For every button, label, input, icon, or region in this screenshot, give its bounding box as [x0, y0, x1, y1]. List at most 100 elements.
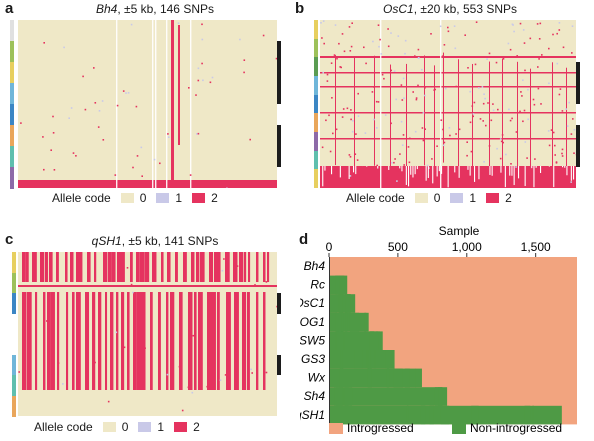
heatmap-cell — [540, 103, 542, 105]
gene-label-Rc: Rc — [310, 278, 325, 292]
heatmap-column-block — [171, 20, 174, 188]
population-segment — [12, 313, 16, 335]
non-introgressed-fragment — [438, 387, 448, 406]
heatmap-column-block — [130, 252, 133, 282]
heatmap-cell — [566, 125, 569, 127]
legend-swatch-1 — [156, 193, 170, 203]
heatmap-cell — [254, 284, 256, 286]
non-introgressed-fragment — [429, 405, 434, 425]
heatmap-cell — [538, 58, 540, 60]
population-segment — [277, 167, 281, 189]
non-introgressed-block-Sh4 — [329, 387, 442, 406]
population-segment — [277, 125, 281, 147]
heatmap-column-block — [196, 252, 200, 282]
heatmap-cell — [519, 180, 521, 183]
legend-code-1: 1 — [157, 420, 165, 434]
heatmap-cell — [387, 45, 390, 48]
population-segment — [314, 113, 318, 133]
population-segment — [277, 354, 281, 376]
heatmap-stripe — [531, 166, 533, 169]
heatmap-cell — [424, 94, 426, 97]
heatmap-column-block — [152, 252, 157, 282]
heatmap-cell — [217, 331, 220, 333]
legend-swatch-0 — [120, 193, 134, 203]
heatmap-cell — [534, 158, 536, 160]
heatmap-column-block — [248, 252, 251, 282]
heatmap-column-block — [116, 292, 119, 390]
legend-code-2: 2 — [193, 420, 200, 434]
heatmap-cell — [42, 136, 44, 138]
heatmap-stripe — [518, 166, 520, 179]
heatmap-stripe — [467, 166, 469, 170]
heatmap-cell — [365, 62, 367, 65]
heatmap-cell — [386, 177, 388, 179]
heatmap-cell — [393, 161, 395, 164]
heatmap-cell — [523, 42, 526, 44]
heatmap-cell — [561, 110, 564, 112]
population-segment — [10, 62, 14, 84]
heatmap-stripe — [348, 166, 350, 179]
heatmap-column-block — [133, 292, 137, 390]
heatmap-cell — [196, 133, 198, 135]
population-segment — [12, 272, 16, 294]
heatmap-cell — [250, 368, 252, 371]
heatmap-stripe — [548, 166, 550, 167]
heatmap-stripe — [436, 166, 438, 177]
heatmap-cell — [561, 148, 564, 151]
heatmap-cell — [492, 103, 494, 105]
heatmap-cell — [537, 66, 539, 68]
heatmap-cell — [552, 131, 555, 134]
heatmap-cell — [387, 28, 389, 30]
heatmap-column-block — [424, 55, 425, 166]
panel-d-x-ticks: 0 500 1,000 1,500 — [326, 240, 551, 257]
heatmap-cell — [554, 154, 556, 156]
heatmap-cell — [223, 258, 225, 260]
heatmap-column-block — [110, 292, 114, 390]
heatmap-cell — [339, 66, 341, 68]
heatmap-column-block — [406, 63, 407, 174]
panel-c-title: qSH1, ±5 kb, 141 SNPs — [55, 234, 255, 248]
heatmap-cell — [572, 118, 574, 120]
heatmap-column-block — [137, 292, 142, 390]
heatmap-cell — [167, 133, 169, 135]
heatmap-cell — [348, 154, 351, 156]
heatmap-column-block — [209, 252, 214, 282]
heatmap-cell — [408, 161, 411, 164]
heatmap-column-block — [92, 292, 96, 390]
heatmap-stripe — [366, 166, 368, 167]
heatmap-column-block — [217, 292, 220, 390]
gene-label-GS3: GS3 — [301, 352, 325, 366]
heatmap-column-block — [47, 292, 51, 390]
heatmap-column-block — [211, 292, 216, 390]
heatmap-cell — [377, 24, 380, 26]
heatmap-column-block — [170, 292, 175, 390]
heatmap-cell — [354, 153, 357, 155]
heatmap-cell — [475, 21, 478, 23]
heatmap-cell — [63, 46, 65, 49]
heatmap-cell — [22, 273, 25, 276]
heatmap-cell — [380, 53, 383, 55]
heatmap-cell — [421, 68, 423, 71]
heatmap-cell — [471, 105, 474, 107]
heatmap-stripe — [454, 166, 456, 173]
heatmap-cell — [371, 91, 374, 93]
heatmap-cell — [556, 62, 559, 65]
heatmap-cell — [349, 156, 352, 158]
heatmap-cell — [130, 23, 133, 26]
heatmap-cell — [407, 146, 410, 148]
heatmap-cell — [97, 126, 100, 128]
heatmap-cell — [356, 159, 359, 161]
heatmap-cell — [479, 118, 482, 120]
heatmap-cell — [509, 119, 512, 122]
population-segment — [576, 62, 580, 84]
heatmap-cell — [396, 180, 398, 182]
population-segment — [12, 293, 16, 314]
heatmap-cell — [275, 57, 278, 60]
heatmap-cell — [464, 34, 466, 36]
population-segment — [314, 132, 318, 152]
heat-a-svg — [18, 20, 280, 188]
heatmap-stripe — [489, 166, 491, 175]
population-segment — [12, 375, 16, 396]
heatmap-column-block — [22, 292, 27, 390]
population-segment — [314, 169, 318, 189]
